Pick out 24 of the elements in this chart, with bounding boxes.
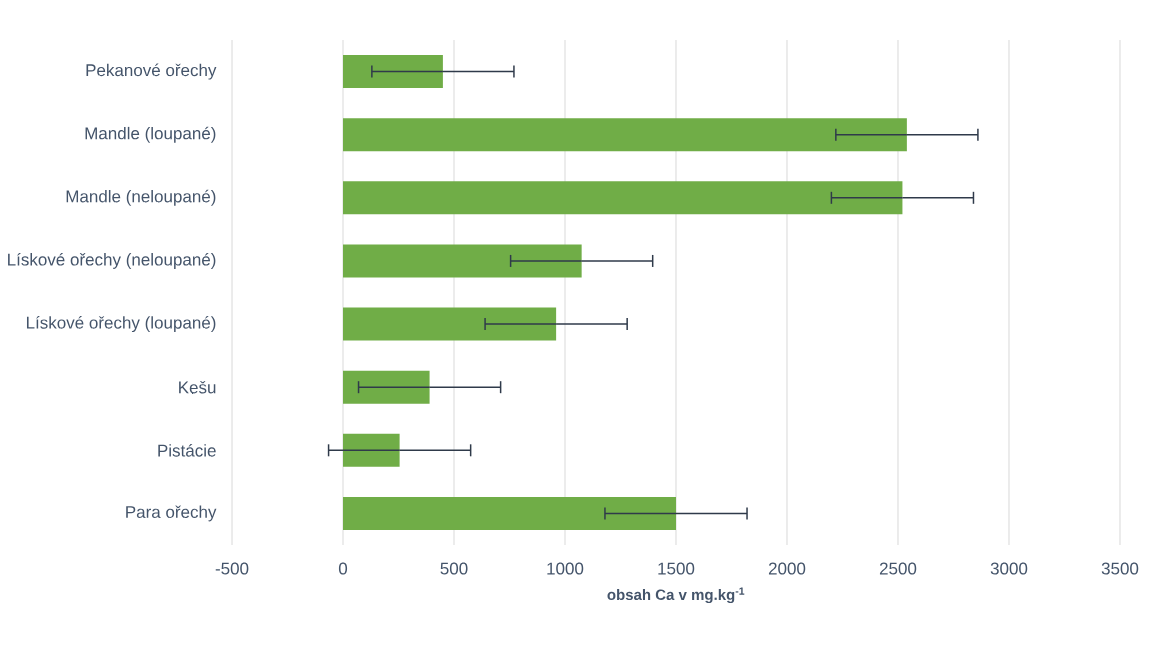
x-tick-label: -500 [215,562,249,575]
x-tick-label: 2500 [879,562,917,575]
y-tick-label: Pistácie [158,443,216,457]
x-tick-label: 1500 [658,562,695,575]
bar [343,118,907,152]
y-tick-label: Mandle (neloupané) [66,189,216,206]
x-tick-label: 3000 [990,562,1028,575]
x-tick-label: 0 [338,562,348,575]
x-tick-label: 1000 [547,562,584,575]
bar [343,496,676,530]
bar [343,244,582,278]
y-tick-label: Mandle (loupané) [85,126,216,143]
y-tick-label: Kešu [179,380,216,394]
bar [343,307,557,341]
x-tick-label: 3500 [1101,562,1139,575]
x-axis-title: obsah Ca v mg.kg$^{-1}$ [607,587,745,604]
bar [343,181,903,215]
x-tick-label: 500 [440,562,468,575]
bar [343,433,400,467]
y-tick-label: Pekanové ořechy [86,63,217,80]
y-tick-label: Lískové ořechy (loupané) [26,316,216,333]
y-tick-label: Para ořechy [126,505,217,522]
x-tick-label: 2000 [768,562,806,575]
y-tick-label: Lískové ořechy (neloupané) [8,252,216,269]
